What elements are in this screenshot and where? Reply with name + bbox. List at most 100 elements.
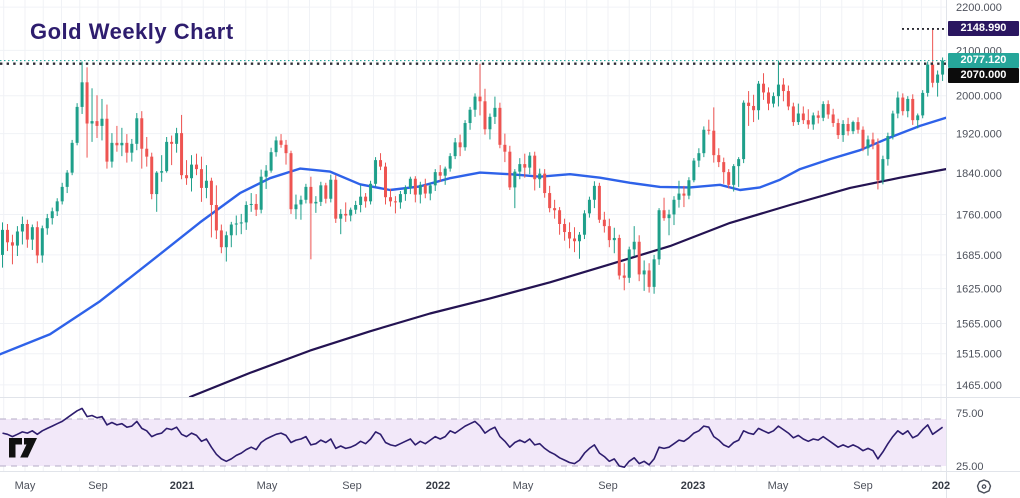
level-price-label: 2070.000 [948,68,1019,83]
candle-body [587,199,591,214]
candle-body [60,186,64,202]
candle-body [438,172,442,176]
rsi-band [0,419,946,466]
candle-body [891,113,895,137]
tradingview-logo-icon[interactable] [8,437,38,459]
y-axis-tick-label: 1760.000 [956,209,1002,221]
candle-body [50,211,54,219]
candle-body [533,155,537,180]
candle-body [821,104,825,118]
candle-body [190,164,194,179]
candle-body [612,237,616,241]
candle-body [35,227,39,256]
candle-body [374,160,378,184]
time-axis[interactable]: May Sep 2021 May Sep 2022 May Sep 2023 May Sep 202 [0,472,951,498]
candle-body [781,84,785,92]
candle-body [125,142,129,153]
candle-body [170,141,174,144]
candle-body [707,129,711,131]
candle-body [667,214,671,219]
candle-body [762,83,766,93]
candle-body [413,178,417,195]
x-axis-tick-label: May [768,480,789,492]
candle-body [573,238,577,242]
candle-body [627,249,631,278]
candle-body [752,105,756,111]
candle-body [811,115,815,125]
candle-body [433,172,437,186]
candle-body [5,229,9,243]
candle-body [175,133,179,144]
candle-body [65,172,69,187]
candle-body [757,83,761,111]
candle-body [498,107,502,145]
candle-body [906,98,910,112]
candle-body [742,102,746,160]
candle-body [423,184,427,194]
rsi-line [2,407,944,468]
candle-body [692,160,696,181]
candle-body [771,96,775,104]
candle-body [453,142,457,157]
candle-body [369,183,373,202]
y-axis-tick-label: 1920.000 [956,129,1002,141]
candle-body [229,224,233,236]
rsi-pane [0,407,946,468]
rsi-axis-tick-label: 25.00 [956,461,984,473]
candle-body [403,187,407,195]
candle-body [25,223,29,240]
candle-body [100,118,104,126]
candle-body [339,213,343,219]
candle-body [334,179,338,219]
y-axis-tick-label: 1685.000 [956,250,1002,262]
candle-body [856,122,860,130]
candle-body [901,97,905,112]
candle-body [941,60,945,75]
candle-body [543,173,547,194]
x-axis-tick-label: 2023 [681,480,705,492]
candle-body [597,185,601,220]
candle-body [776,84,780,97]
candle-body [165,141,169,172]
candle-body [662,210,666,219]
x-axis-tick-label: 2022 [426,480,450,492]
candle-body [418,184,422,195]
candle-body [697,153,701,161]
candle-body [503,144,507,152]
candle-body [224,235,228,248]
candle-body [677,193,681,200]
candle-body [349,209,353,216]
candle-body [548,193,552,209]
y-axis-tick-label: 1625.000 [956,284,1002,296]
settings-gear-icon[interactable] [974,478,994,496]
candle-body [841,123,845,136]
candle-body [702,129,706,154]
price-axis[interactable]: 2200.0002100.0002000.0001920.0001840.000… [947,0,1020,473]
candle-body [836,123,840,136]
candle-body [294,204,298,210]
candle-body [209,180,213,205]
candle-body [324,185,328,199]
candle-body [299,199,303,205]
candle-body [314,201,318,204]
candle-body [379,160,383,167]
candle-body [289,153,293,210]
candle-body [443,168,447,176]
y-axis-tick-label: 1565.000 [956,319,1002,331]
dark-ma-line [188,168,946,399]
candle-body [786,91,790,107]
chart-title: Gold Weekly Chart [30,19,234,44]
candle-body [846,123,850,132]
candle-body [15,231,19,246]
candle-body [508,151,512,188]
candle-body [632,241,636,250]
candle-body [140,118,144,149]
candle-body [558,210,562,224]
candle-body [518,164,522,172]
candle-body [344,213,348,216]
candle-body [468,109,472,124]
candle-body [861,129,865,149]
candle-body [364,196,368,202]
